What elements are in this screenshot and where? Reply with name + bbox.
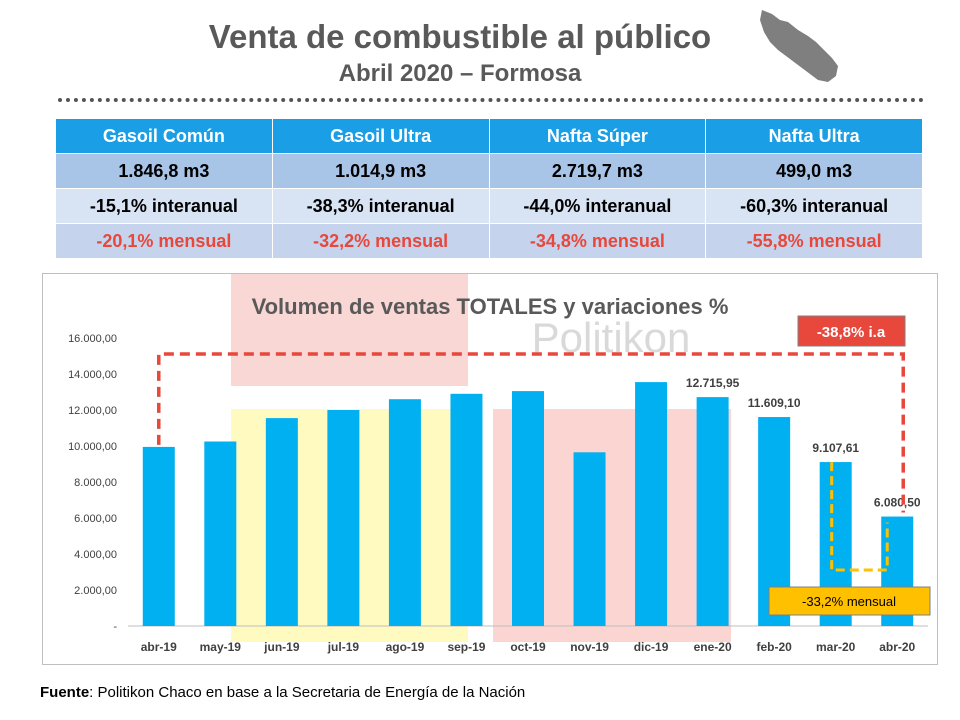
page-subtitle: Abril 2020 – Formosa xyxy=(338,60,582,87)
interanual-cell: -15,1% interanual xyxy=(55,188,273,224)
mensual-cell: -55,8% mensual xyxy=(705,223,923,259)
y-tick-label: 16.000,00 xyxy=(68,333,117,345)
callout-mensual-text: -33,2% mensual xyxy=(802,594,896,609)
summary-table: Gasoil Común Gasoil Ultra Nafta Súper Na… xyxy=(55,118,923,259)
y-tick-label: 10.000,00 xyxy=(68,441,117,453)
bar xyxy=(388,399,421,626)
x-tick-label: sep-19 xyxy=(447,640,485,654)
x-axis: abr-19 may-19 jun-19 jul-19 ago-19 sep-19 oct-… xyxy=(141,640,916,654)
volume-cell: 2.719,7 m3 xyxy=(488,153,707,189)
data-label: 9.107,61 xyxy=(812,441,859,455)
summary-header-row: Gasoil Común Gasoil Ultra Nafta Súper Na… xyxy=(55,118,923,154)
x-tick-label: ene-20 xyxy=(694,640,732,654)
column-header: Gasoil Ultra xyxy=(271,118,490,154)
data-label: 12.715,95 xyxy=(686,376,740,390)
page-title: Venta de combustible al público xyxy=(208,18,712,55)
variation-overlay xyxy=(157,352,905,572)
x-tick-label: jul-19 xyxy=(327,640,360,654)
interanual-cell: -44,0% interanual xyxy=(488,188,707,224)
x-tick-label: nov-19 xyxy=(570,640,609,654)
x-tick-label: feb-20 xyxy=(756,640,792,654)
bar xyxy=(265,418,298,626)
bar xyxy=(327,410,360,626)
chart-title: Volumen de ventas TOTALES y variaciones … xyxy=(252,294,729,319)
volume-cell: 1.014,9 m3 xyxy=(271,153,490,189)
interanual-cell: -38,3% interanual xyxy=(271,188,490,224)
y-tick-label: - xyxy=(113,621,117,633)
column-header: Nafta Súper xyxy=(488,118,707,154)
y-tick-label: 6.000,00 xyxy=(74,513,117,525)
source-label: Fuente xyxy=(40,684,90,701)
title-divider xyxy=(58,98,924,102)
callout-interanual-text: -38,8% i.a xyxy=(817,324,886,341)
volume-cell: 1.846,8 m3 xyxy=(55,153,273,189)
column-header: Nafta Ultra xyxy=(705,118,923,154)
source-text: : Politikon Chaco en base a la Secretari… xyxy=(89,684,526,701)
x-tick-label: ago-19 xyxy=(386,640,425,654)
y-tick-label: 8.000,00 xyxy=(74,477,117,489)
volume-cell: 499,0 m3 xyxy=(705,153,923,189)
bar xyxy=(204,441,237,626)
bar-chart: Politikon Volumen de ventas TOTALES y va… xyxy=(68,264,931,654)
bar xyxy=(573,452,606,626)
bar xyxy=(142,446,175,626)
source-note: Fuente: Politikon Chaco en base a la Sec… xyxy=(40,684,525,701)
x-tick-label: oct-19 xyxy=(510,640,546,654)
x-tick-label: dic-19 xyxy=(634,640,669,654)
interanual-dashed-line xyxy=(157,352,905,513)
bar xyxy=(635,382,668,626)
mensual-cell: -34,8% mensual xyxy=(488,223,707,259)
volume-row: 1.846,8 m3 1.014,9 m3 2.719,7 m3 499,0 m… xyxy=(55,153,923,189)
chart-container: Politikon Volumen de ventas TOTALES y va… xyxy=(42,264,938,665)
mensual-cell: -32,2% mensual xyxy=(271,223,490,259)
column-header: Gasoil Común xyxy=(55,118,273,154)
bar xyxy=(450,393,483,626)
mensual-row: -20,1% mensual -32,2% mensual -34,8% men… xyxy=(55,223,923,259)
formosa-map-icon xyxy=(760,10,838,82)
x-tick-label: abr-19 xyxy=(141,640,177,654)
callout-interanual xyxy=(797,315,906,347)
mensual-cell: -20,1% mensual xyxy=(55,223,273,259)
interanual-cell: -60,3% interanual xyxy=(705,188,923,224)
data-label: 11.609,10 xyxy=(748,396,801,410)
y-tick-label: 4.000,00 xyxy=(74,549,117,561)
mensual-dashed-line xyxy=(830,462,889,572)
y-tick-label: 14.000,00 xyxy=(68,369,117,381)
x-tick-label: mar-20 xyxy=(816,640,856,654)
x-tick-label: jun-19 xyxy=(263,640,300,654)
data-label: 6.080,50 xyxy=(874,496,921,510)
y-tick-label: 12.000,00 xyxy=(68,405,117,417)
data-labels-group: 12.715,95 11.609,10 9.107,61 6.080,50 xyxy=(686,376,921,509)
highlight-top-block xyxy=(231,264,468,386)
interanual-row: -15,1% interanual -38,3% interanual -44,… xyxy=(55,188,923,224)
bar xyxy=(696,397,729,626)
bar xyxy=(512,391,544,626)
y-tick-label: 2.000,00 xyxy=(74,585,117,597)
callout-mensual xyxy=(768,586,931,616)
x-tick-label: abr-20 xyxy=(879,640,915,654)
x-tick-label: may-19 xyxy=(200,640,242,654)
